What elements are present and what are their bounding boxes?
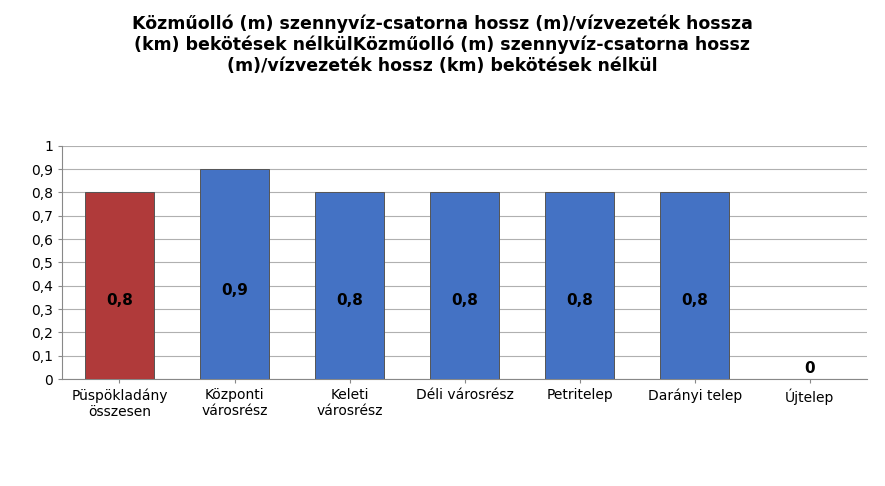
Bar [545,192,614,379]
Bar [85,192,154,379]
Bar [660,192,729,379]
Text: Közműolló (m) szennyvíz-csatorna hossz (m)/vízvezeték hossza
(km) bekötések nélk: Közműolló (m) szennyvíz-csatorna hossz (… [132,15,753,75]
Text: 0,8: 0,8 [106,293,133,308]
Text: 0,9: 0,9 [221,283,248,298]
Text: 0,8: 0,8 [566,293,593,308]
Text: 0: 0 [804,361,815,376]
Bar [430,192,499,379]
Bar [200,169,269,379]
Bar [315,192,384,379]
Text: 0,8: 0,8 [451,293,478,308]
Text: 0,8: 0,8 [681,293,708,308]
Text: 0,8: 0,8 [336,293,363,308]
